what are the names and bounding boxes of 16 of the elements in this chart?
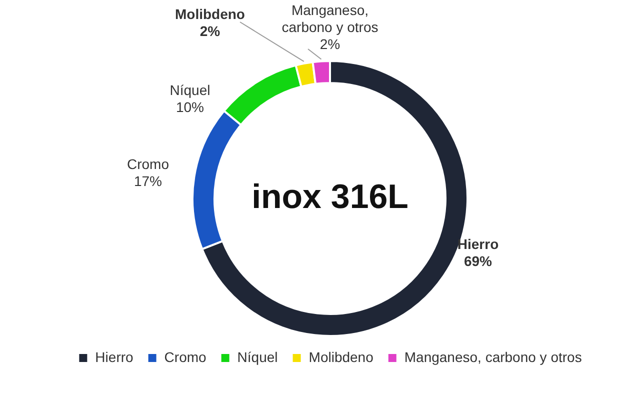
legend-label: Molibdeno [308, 348, 374, 365]
legend-label: Hierro [95, 348, 134, 365]
slice-label: Níquel [170, 82, 210, 98]
legend-label: Níquel [237, 348, 278, 365]
legend-label: Cromo [164, 348, 207, 365]
slice-label: Molibdeno [175, 6, 245, 22]
data-label: 17% [134, 172, 162, 189]
slice-label: Manganeso, carbono y otros [282, 2, 378, 35]
data-label: 10% [176, 98, 204, 115]
data-label: 69% [464, 252, 493, 269]
legend-label: Manganeso, carbono y otros [404, 348, 582, 365]
data-label: 2% [320, 36, 340, 52]
text: inox 316L [252, 178, 408, 216]
data-label: 2% [200, 22, 221, 39]
slice-label: Hierro [457, 236, 499, 252]
slice-label: Cromo [126, 156, 170, 172]
